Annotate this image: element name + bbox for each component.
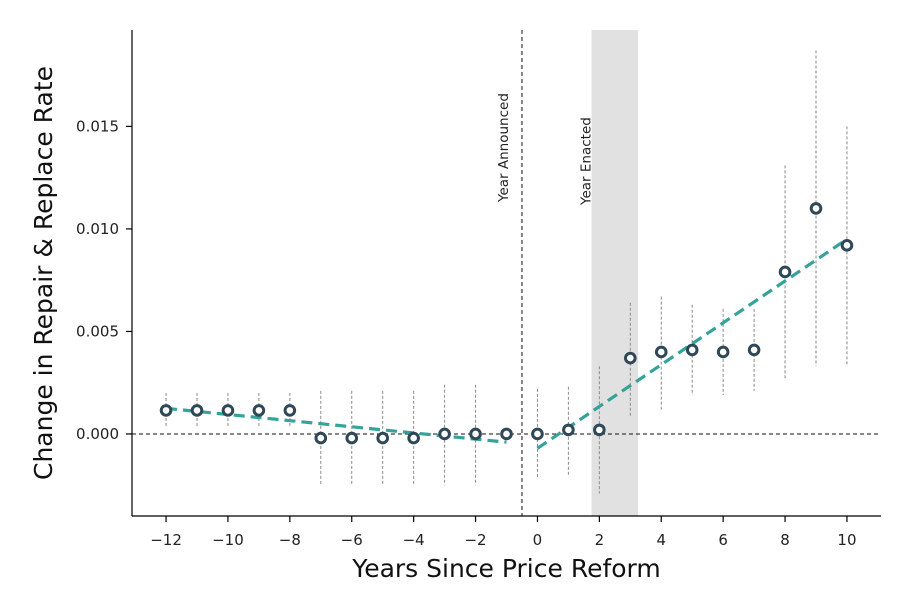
data-point [747, 343, 761, 357]
shaded-region-label: Year Enacted [579, 117, 595, 206]
data-point [376, 431, 389, 445]
x-axis-title: Years Since Price Reform [351, 554, 660, 583]
data-point [252, 404, 266, 417]
x-tick-label: 8 [780, 531, 790, 549]
x-tick-label: 0 [533, 531, 543, 549]
shaded-region-layer [591, 30, 639, 516]
data-point [500, 427, 513, 441]
x-tick-label: −12 [150, 531, 182, 549]
x-tick-label: 4 [656, 531, 666, 549]
data-point [685, 343, 699, 357]
data-point [345, 431, 359, 445]
data-point [438, 427, 451, 441]
x-tick-label: −2 [464, 531, 486, 549]
x-tick-label: 6 [718, 531, 728, 549]
label-layer: Year Enacted Year Announced −12 −10 −8 −6 −4 −2… [29, 66, 857, 583]
shaded-region [591, 30, 639, 516]
data-point [283, 404, 297, 417]
data-point [469, 427, 482, 441]
data-point [221, 404, 235, 417]
data-point [562, 423, 575, 437]
vertical-line-label: Year Announced [496, 93, 512, 203]
data-point [314, 431, 328, 445]
data-point [654, 345, 668, 359]
y-axis-title: Change in Repair & Replace Rate [29, 66, 58, 480]
y-tick-label: 0.005 [76, 322, 119, 340]
y-tick-label: 0.010 [76, 220, 119, 238]
x-tick-label: −10 [212, 531, 244, 549]
data-point [593, 423, 606, 437]
trend-line [536, 237, 848, 450]
data-point [190, 404, 204, 417]
data-point [159, 404, 173, 417]
x-tick-label: 10 [837, 531, 856, 549]
x-tick-label: −6 [341, 531, 363, 549]
data-point [840, 239, 854, 252]
data-point [778, 265, 792, 279]
data-point [407, 431, 420, 445]
data-point [716, 345, 730, 359]
data-point [624, 351, 637, 365]
data-point [531, 427, 544, 441]
point-layer [159, 202, 854, 445]
x-tick-label: 2 [595, 531, 605, 549]
y-tick-label: 0.000 [76, 425, 119, 443]
axis-layer [126, 30, 881, 522]
x-tick-label: −8 [279, 531, 301, 549]
x-tick-label: −4 [403, 531, 425, 549]
y-tick-label: 0.015 [76, 117, 119, 135]
data-point [809, 202, 823, 215]
